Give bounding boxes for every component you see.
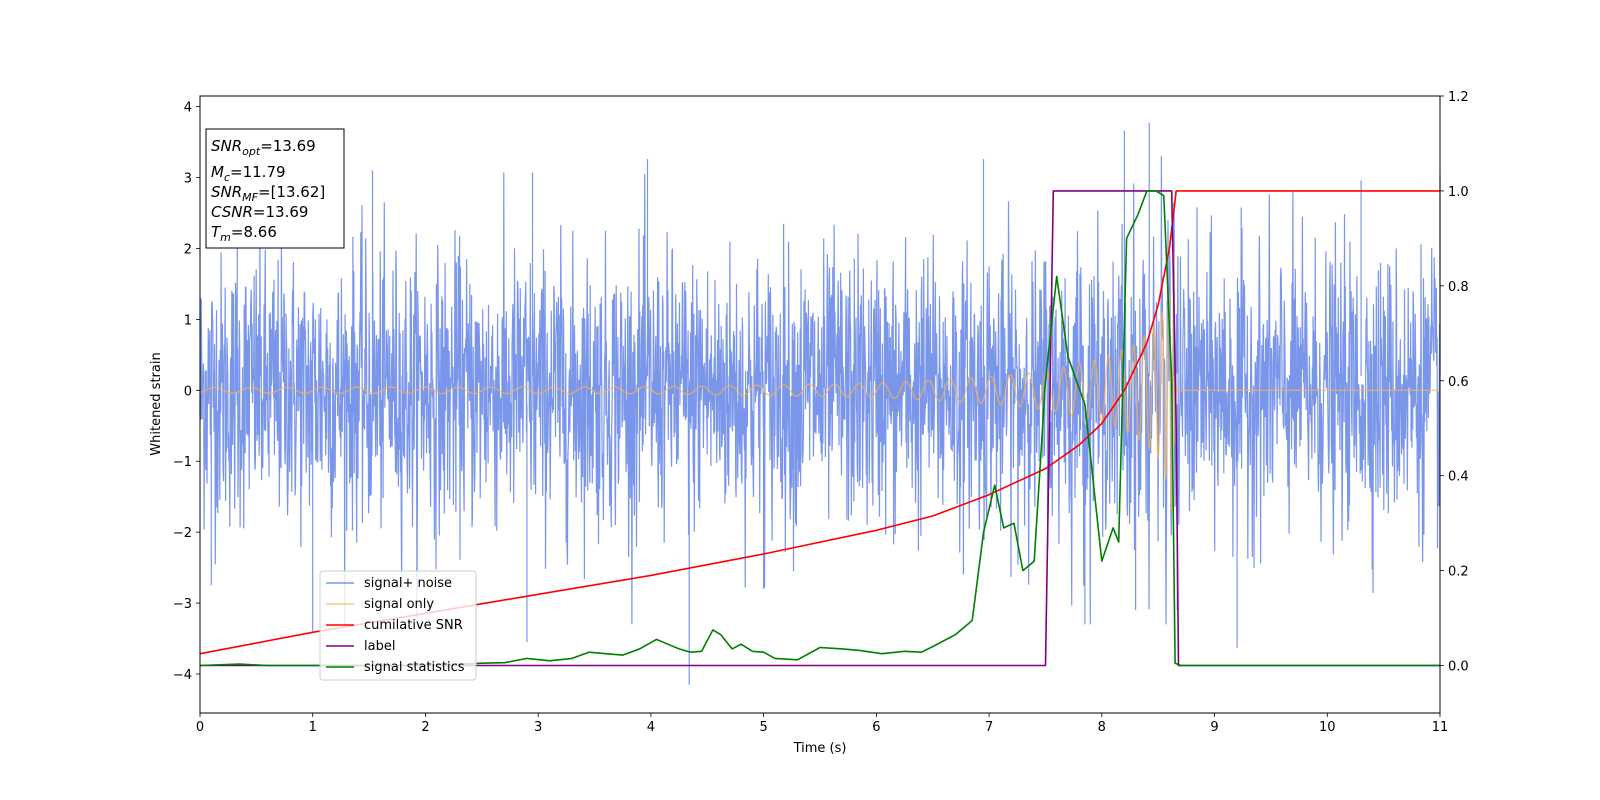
y2-tick-label: 0.0 bbox=[1448, 660, 1469, 675]
x-tick-label: 6 bbox=[872, 720, 880, 735]
x-tick-label: 5 bbox=[759, 720, 767, 735]
legend-item-signal-statistics: signal statistics bbox=[326, 660, 465, 675]
x-tick-label: 3 bbox=[534, 720, 542, 735]
y-tick-label: −1 bbox=[173, 455, 192, 470]
annotation-tm: Tm=8.66 bbox=[211, 223, 277, 244]
legend-item-signal-noise: signal+ noise bbox=[326, 576, 452, 591]
y-tick-label: 4 bbox=[184, 101, 192, 116]
legend-item-cumulative-snr: cumilative SNR bbox=[326, 618, 463, 633]
series-signal-only bbox=[199, 251, 1440, 510]
y-tick-label: −2 bbox=[173, 526, 192, 541]
svg-text:cumilative SNR: cumilative SNR bbox=[364, 618, 463, 633]
series-signal-statistics bbox=[199, 190, 1440, 667]
y-tick-label: 1 bbox=[184, 313, 192, 328]
annotation-snr-opt: SNRopt=13.69 bbox=[211, 137, 316, 158]
y-tick-label: −3 bbox=[173, 597, 192, 612]
x-tick-label: 4 bbox=[647, 720, 655, 735]
legend-item-signal-only: signal only bbox=[326, 597, 434, 612]
annotation-csnr: CSNR=13.69 bbox=[211, 203, 308, 221]
y-tick-label: 0 bbox=[184, 384, 192, 399]
legend: signal+ noise signal only cumilative SNR… bbox=[319, 570, 477, 681]
svg-text:label: label bbox=[364, 639, 395, 654]
y2-tick-label: 0.6 bbox=[1448, 375, 1469, 390]
annotation-mc: Mc=11.79 bbox=[211, 163, 286, 184]
x-tick-label: 0 bbox=[196, 720, 204, 735]
legend-item-label: label bbox=[326, 639, 395, 654]
series-label bbox=[200, 190, 1440, 667]
svg-text:signal statistics: signal statistics bbox=[364, 660, 465, 675]
x-tick-label: 2 bbox=[421, 720, 429, 735]
y-tick-label: 2 bbox=[184, 242, 192, 257]
x-tick-label: 11 bbox=[1432, 720, 1449, 735]
y2-tick-label: 1.0 bbox=[1448, 185, 1469, 200]
x-tick-label: 7 bbox=[985, 720, 993, 735]
x-tick-label: 9 bbox=[1210, 720, 1218, 735]
y2-tick-label: 0.4 bbox=[1448, 470, 1469, 485]
y2-tick-label: 0.2 bbox=[1448, 565, 1469, 580]
x-axis-label: Time (s) bbox=[793, 741, 847, 756]
annotation-snr-mf: SNRMF=[13.62] bbox=[211, 183, 325, 204]
svg-text:signal only: signal only bbox=[364, 597, 434, 612]
plot-frame bbox=[199, 95, 1441, 714]
y2-tick-label: 0.8 bbox=[1448, 280, 1469, 295]
svg-text:signal+ noise: signal+ noise bbox=[364, 576, 452, 591]
x-tick-label: 8 bbox=[1098, 720, 1106, 735]
series-signal-noise bbox=[199, 122, 1441, 685]
plot-area bbox=[199, 122, 1441, 685]
y-axis-label: Whitened strain bbox=[149, 352, 164, 455]
x-tick-label: 1 bbox=[309, 720, 317, 735]
y-tick-label: −4 bbox=[173, 668, 192, 683]
x-tick-label: 10 bbox=[1319, 720, 1336, 735]
y2-tick-label: 1.2 bbox=[1448, 90, 1469, 105]
axis-ticks: 0 1 2 3 4 5 6 7 8 9 10 11 −4 −3 −2 −1 0 1 2 3 4 0.0 0.2 0.4 0.6 0… bbox=[173, 90, 1469, 735]
series-cumulative-snr bbox=[199, 190, 1440, 655]
y-tick-label: 3 bbox=[184, 172, 192, 187]
stats-annotation-box: SNRopt=13.69 Mc=11.79 SNRMF=[13.62] CSNR… bbox=[205, 128, 345, 249]
